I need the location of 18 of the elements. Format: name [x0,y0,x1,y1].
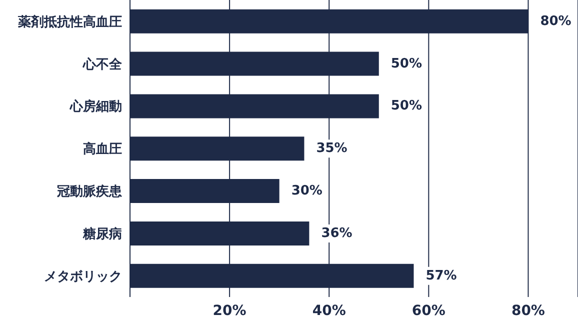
x-tick-label: 20% [212,302,246,319]
y-tick-label: 高血圧 [83,141,122,158]
data-label: 57% [426,268,457,284]
x-tick-label: 40% [312,302,346,319]
x-tick-label: 80% [511,302,545,319]
y-tick-label: 冠動脈疾患 [56,184,123,200]
y-tick-label: 薬剤抵抗性高血圧 [17,14,122,30]
y-tick-label: 心不全 [82,56,123,72]
data-label: 36% [321,226,352,241]
data-label: 35% [316,141,348,156]
x-tick-label: 60% [412,302,446,319]
y-tick-label: 心房細動 [69,98,122,115]
data-label: 30% [291,184,322,199]
data-label: 50% [390,98,422,114]
data-label: 80% [540,14,572,29]
y-tick-label: メタボリック [44,269,122,284]
data-label: 50% [390,56,422,72]
y-tick-label: 糖尿病 [82,226,122,242]
